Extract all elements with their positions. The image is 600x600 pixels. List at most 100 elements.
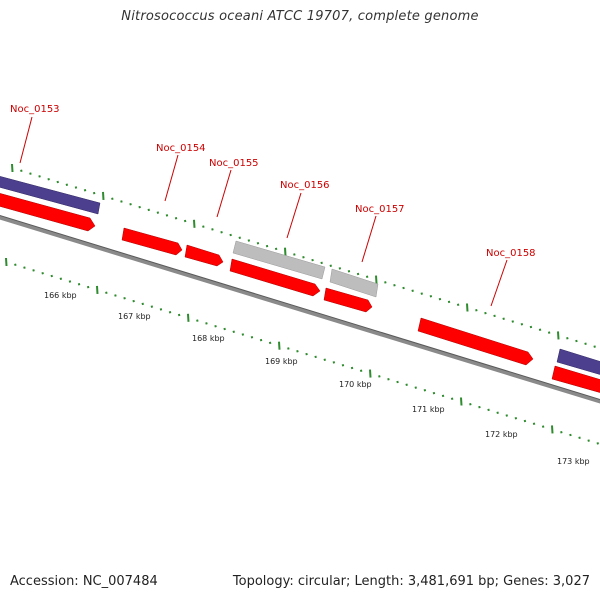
minor-tick (183, 219, 187, 223)
minor-tick (247, 239, 251, 242)
accession-text: Accession: NC_007484 (10, 574, 158, 589)
genome-backbone (0, 215, 600, 404)
minor-tick (141, 302, 144, 306)
minor-tick (411, 289, 414, 293)
gene-label: Noc_0158 (486, 248, 536, 259)
minor-tick (547, 331, 551, 334)
minor-tick (520, 322, 524, 326)
minor-tick (359, 369, 363, 373)
minor-tick (59, 277, 63, 280)
gene-track-outer (0, 176, 600, 375)
kbp-label: 170 kbp (339, 380, 372, 389)
major-tick (369, 369, 372, 378)
minor-tick (514, 416, 518, 420)
minor-tick (120, 200, 123, 203)
gene-arrow-reverse (0, 176, 101, 215)
gene-arrow-unknown (329, 268, 379, 298)
minor-tick (529, 325, 533, 329)
minor-tick (129, 203, 132, 206)
minor-tick (150, 305, 154, 308)
minor-tick (202, 225, 205, 228)
minor-tick (229, 233, 232, 237)
minor-tick (223, 327, 226, 331)
minor-tick (302, 256, 305, 259)
inner-tick-row (5, 257, 599, 445)
minor-tick (20, 169, 23, 173)
major-tick (193, 219, 196, 228)
minor-tick (56, 180, 59, 184)
minor-tick (420, 292, 423, 295)
minor-tick (111, 197, 114, 200)
minor-tick (347, 269, 351, 273)
minor-tick (77, 283, 81, 286)
outer-tick-row (11, 163, 596, 348)
minor-tick (138, 205, 141, 209)
minor-tick (241, 333, 245, 336)
minor-tick (365, 275, 369, 279)
minor-tick (393, 283, 396, 287)
label-connector (164, 154, 179, 202)
minor-tick (293, 253, 296, 256)
gene-labels: Noc_0153 Noc_0154 Noc_0155 Noc_0156 Noc_… (10, 104, 536, 259)
minor-tick (493, 314, 496, 318)
minor-tick (156, 211, 160, 214)
minor-tick (196, 319, 199, 322)
minor-tick (165, 214, 169, 217)
minor-tick (314, 355, 317, 359)
minor-tick (123, 297, 126, 300)
minor-tick (287, 347, 290, 350)
minor-tick (587, 439, 590, 442)
kbp-label: 169 kbp (265, 357, 298, 366)
minor-tick (575, 339, 578, 343)
minor-tick (320, 261, 323, 265)
minor-tick (538, 328, 542, 332)
minor-tick (475, 309, 478, 312)
minor-tick (523, 419, 527, 423)
minor-tick (569, 433, 572, 437)
minor-tick (47, 177, 50, 181)
gene-arrow-forward (0, 193, 96, 232)
minor-tick (405, 383, 408, 387)
minor-tick (268, 341, 272, 345)
minor-tick (387, 377, 390, 381)
minor-tick (511, 320, 514, 323)
minor-tick (74, 186, 78, 189)
gene-arrow-forward (184, 244, 224, 267)
kbp-labels: 166 kbp 167 kbp 168 kbp 169 kbp 170 kbp … (44, 291, 590, 466)
minor-tick (402, 286, 405, 290)
minor-tick (305, 352, 308, 356)
minor-tick (329, 264, 332, 267)
minor-tick (532, 422, 536, 426)
minor-tick (68, 280, 72, 283)
label-connector (19, 116, 33, 164)
minor-tick (238, 236, 241, 240)
minor-tick (414, 386, 417, 389)
label-connector (490, 259, 508, 307)
major-tick (96, 285, 99, 294)
major-tick (460, 397, 463, 406)
kbp-label: 173 kbp (557, 457, 590, 466)
minor-tick (311, 258, 314, 262)
minor-tick (23, 266, 26, 269)
minor-tick (214, 324, 217, 328)
minor-tick (105, 291, 108, 294)
gene-label: Noc_0154 (156, 143, 206, 154)
minor-tick (274, 247, 278, 251)
gene-arrow-forward (551, 365, 600, 393)
genome-stats-text: Topology: circular; Length: 3,481,691 bp… (232, 574, 590, 589)
gene-arrow-forward (229, 258, 321, 297)
minor-tick (323, 358, 326, 361)
gene-arrow-forward (417, 317, 534, 366)
gene-arrow-forward (121, 227, 183, 256)
minor-tick (432, 391, 436, 395)
label-connector (361, 215, 377, 263)
major-tick (102, 191, 105, 200)
label-connector (216, 169, 232, 218)
minor-tick (469, 403, 472, 406)
minor-tick (356, 272, 360, 276)
minor-tick (29, 172, 32, 175)
minor-tick (159, 308, 163, 311)
gene-arrow-reverse (556, 348, 600, 375)
minor-tick (174, 216, 178, 220)
